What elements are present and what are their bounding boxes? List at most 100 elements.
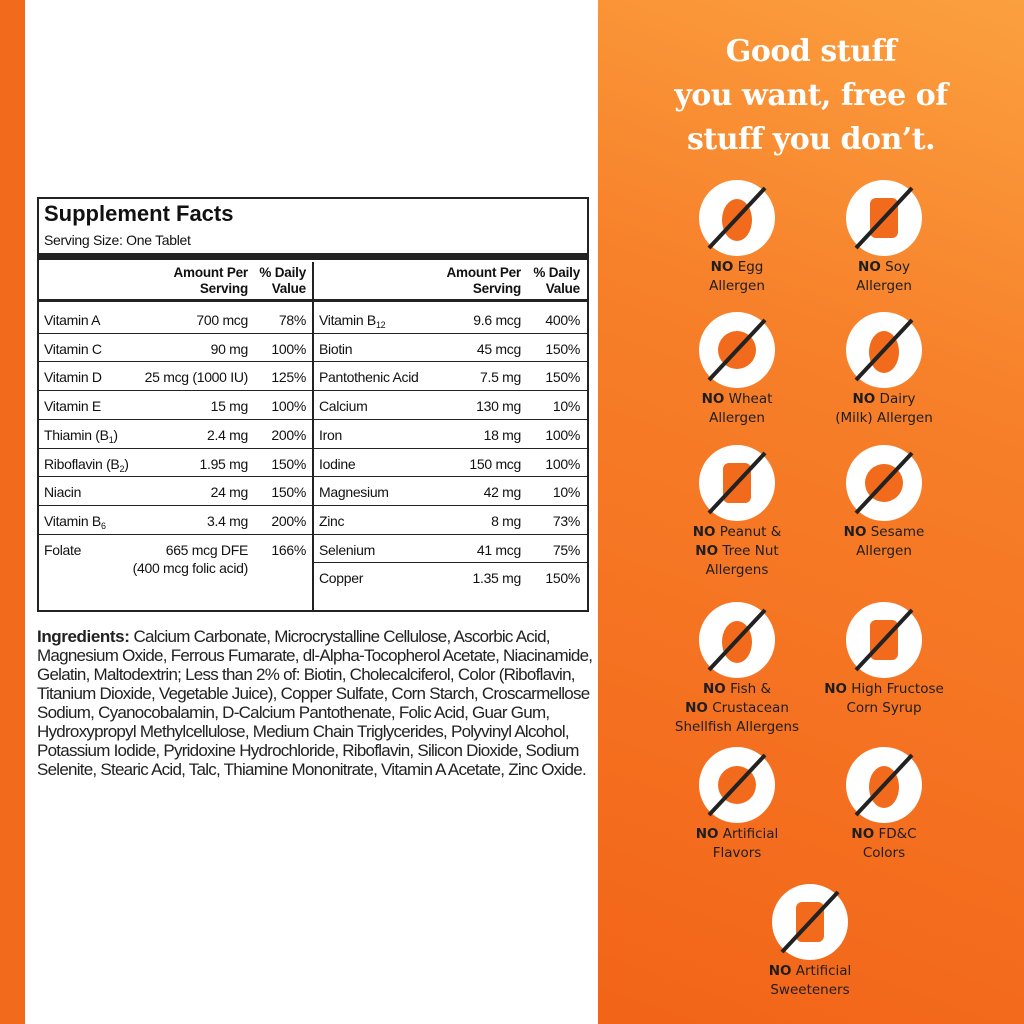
badge-text: Allergen xyxy=(709,278,765,294)
icon-slash xyxy=(854,608,914,672)
rule xyxy=(314,390,587,392)
amount: 42 mg xyxy=(483,484,522,501)
name-suffix: ) xyxy=(113,426,118,443)
amount: 18 mg xyxy=(483,426,522,443)
badge-no: NO xyxy=(695,826,719,842)
amount: 150 mcg xyxy=(469,455,521,472)
column-header: Amount Per xyxy=(173,265,248,280)
amount: 130 mg xyxy=(476,398,521,415)
name-text: Riboflavin (B xyxy=(44,455,120,472)
amount: 700 mcg xyxy=(196,312,248,328)
name-text: Iron xyxy=(319,426,342,443)
badge-line: Allergen xyxy=(799,277,969,296)
badge-no: NO xyxy=(852,391,876,407)
title-line: you want, free of xyxy=(674,78,948,113)
ingredients-label: Ingredients: xyxy=(37,627,130,646)
nutrient-name: Copper xyxy=(319,569,363,587)
daily-value: 75% xyxy=(552,541,580,558)
badge-label: NO Egg Allergen xyxy=(652,258,822,296)
badge-no: NO xyxy=(710,259,734,275)
icon-slash xyxy=(854,753,914,817)
rule xyxy=(39,533,312,535)
badge-label: NO Artificial Flavors xyxy=(652,825,822,863)
nutrient-name: Iron xyxy=(319,426,342,444)
icon-slash xyxy=(707,451,767,515)
name-text: Zinc xyxy=(319,512,345,529)
name-text: Biotin xyxy=(319,340,353,357)
daily-value: 200% xyxy=(271,426,306,443)
name-text: Vitamin C xyxy=(44,340,102,357)
badge-label: NO Soy Allergen xyxy=(799,258,969,296)
amount: 41 mcg xyxy=(476,541,521,558)
nutrient-name: Vitamin C xyxy=(44,340,102,358)
name-subscript: 6 xyxy=(100,520,106,531)
name-text: Niacin xyxy=(44,484,82,501)
badge-line: Flavors xyxy=(652,844,822,863)
badge-no: NO xyxy=(692,524,716,540)
column-header: Serving xyxy=(472,281,521,296)
badge-line: NO Peanut & xyxy=(652,523,822,542)
badge-no: NO xyxy=(685,700,708,716)
badge-text: Soy xyxy=(885,259,910,275)
badge-line: NO FD&C xyxy=(799,825,969,844)
badge-line: Sweeteners xyxy=(725,981,895,1000)
icon-slash xyxy=(854,451,914,515)
badge-text: Artificial xyxy=(722,826,779,842)
rule xyxy=(314,418,587,420)
rule xyxy=(39,253,587,260)
nutrient-name: Riboflavin (B2) xyxy=(44,455,129,478)
amount: 9.6 mcg xyxy=(473,312,521,328)
badge-no: NO xyxy=(851,826,875,842)
name-text: Selenium xyxy=(319,541,375,558)
badge-no: NO xyxy=(843,524,867,540)
amount: 90 mg xyxy=(210,340,249,357)
name-subscript: 2 xyxy=(119,463,125,474)
name-text: Pantothenic Acid xyxy=(319,369,419,386)
name-text: Folate xyxy=(44,541,82,558)
icon-slash xyxy=(707,608,767,672)
column-header: Value xyxy=(545,281,580,296)
name-text: Vitamin B xyxy=(319,312,376,328)
daily-value: 150% xyxy=(545,570,580,587)
badge-line: NO Artificial xyxy=(725,962,895,981)
amount: 1.35 mg xyxy=(472,570,522,587)
name-text: Vitamin B xyxy=(44,512,101,529)
badge-text: Fish & xyxy=(730,681,772,697)
ingredients-text: Calcium Carbonate, Microcrystalline Cell… xyxy=(37,627,593,779)
badge-line: NO Soy xyxy=(799,258,969,277)
rule xyxy=(314,447,587,449)
icon-slash xyxy=(854,186,914,250)
nutrient-name: Vitamin E xyxy=(44,397,101,415)
rule xyxy=(39,504,312,506)
amount: 45 mcg xyxy=(476,340,521,357)
badge-text: Wheat xyxy=(728,391,773,407)
daily-value: 100% xyxy=(545,455,580,472)
column-header: Amount Per xyxy=(446,265,521,280)
amount: 8 mg xyxy=(491,512,521,529)
rule xyxy=(39,332,312,334)
daily-value: 100% xyxy=(545,426,580,443)
amount: 15 mg xyxy=(210,398,249,415)
icon-slash xyxy=(707,753,767,817)
nutrient-name: Folate xyxy=(44,541,81,559)
badge-text: Allergen xyxy=(856,543,912,559)
rule xyxy=(314,504,587,506)
badge-line: NO Sesame xyxy=(799,523,969,542)
daily-value: 100% xyxy=(271,340,306,357)
column-header: Serving xyxy=(199,281,248,296)
badge-label: NO High Fructose Corn Syrup xyxy=(799,680,969,718)
icon-slash xyxy=(707,186,767,250)
badge-line: Corn Syrup xyxy=(799,699,969,718)
badge-line: Allergen xyxy=(652,409,822,428)
panel-title: Good stuff you want, free of stuff you don… xyxy=(598,30,1024,162)
rule xyxy=(312,262,314,610)
rule xyxy=(39,361,312,363)
daily-value: 78% xyxy=(278,312,306,328)
amount: 25 mcg (1000 IU) xyxy=(144,369,249,386)
badge-line: NO Crustacean xyxy=(652,699,822,718)
badge-label: NO Wheat Allergen xyxy=(652,390,822,428)
badge-no: NO xyxy=(768,963,792,979)
name-text: Calcium xyxy=(319,398,368,415)
name-text: Vitamin A xyxy=(44,312,101,328)
daily-value: 150% xyxy=(271,484,306,501)
